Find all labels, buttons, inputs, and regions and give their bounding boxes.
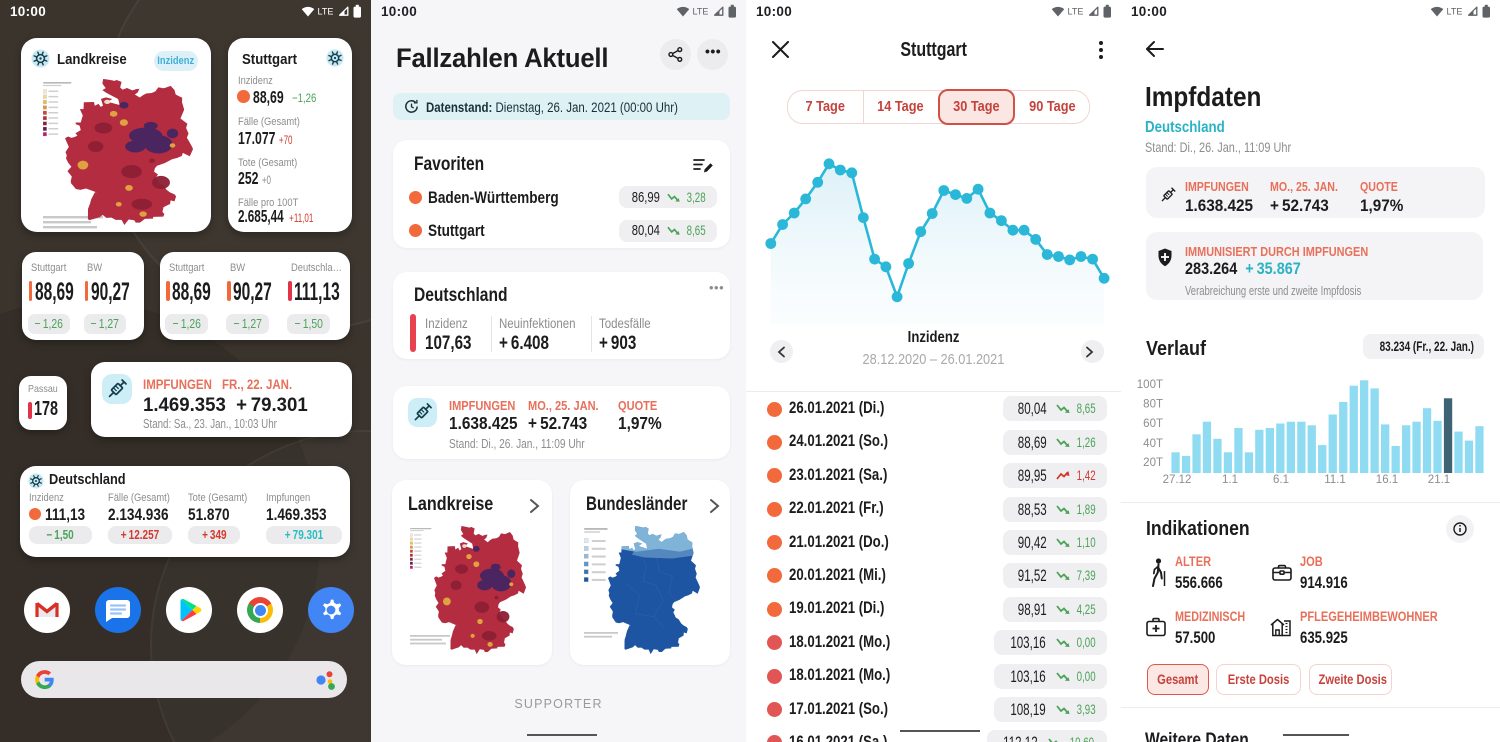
svg-text:11.1: 11.1 bbox=[1324, 474, 1346, 486]
svg-text:60T: 60T bbox=[1143, 418, 1163, 430]
svg-text:1.1: 1.1 bbox=[1222, 474, 1238, 486]
svg-text:LTE: LTE bbox=[1447, 7, 1463, 17]
svg-text:20T: 20T bbox=[1143, 457, 1163, 469]
svg-text:6.1: 6.1 bbox=[1273, 474, 1289, 486]
svg-text:16.1: 16.1 bbox=[1376, 474, 1398, 486]
svg-text:27.12: 27.12 bbox=[1163, 474, 1192, 486]
svg-text:100T: 100T bbox=[1137, 379, 1163, 391]
svg-text:LTE: LTE bbox=[1068, 7, 1084, 17]
svg-text:21.1: 21.1 bbox=[1428, 474, 1450, 486]
svg-text:40T: 40T bbox=[1143, 438, 1163, 450]
svg-text:LTE: LTE bbox=[318, 7, 334, 17]
svg-text:80T: 80T bbox=[1143, 399, 1163, 411]
svg-text:LTE: LTE bbox=[693, 7, 709, 17]
